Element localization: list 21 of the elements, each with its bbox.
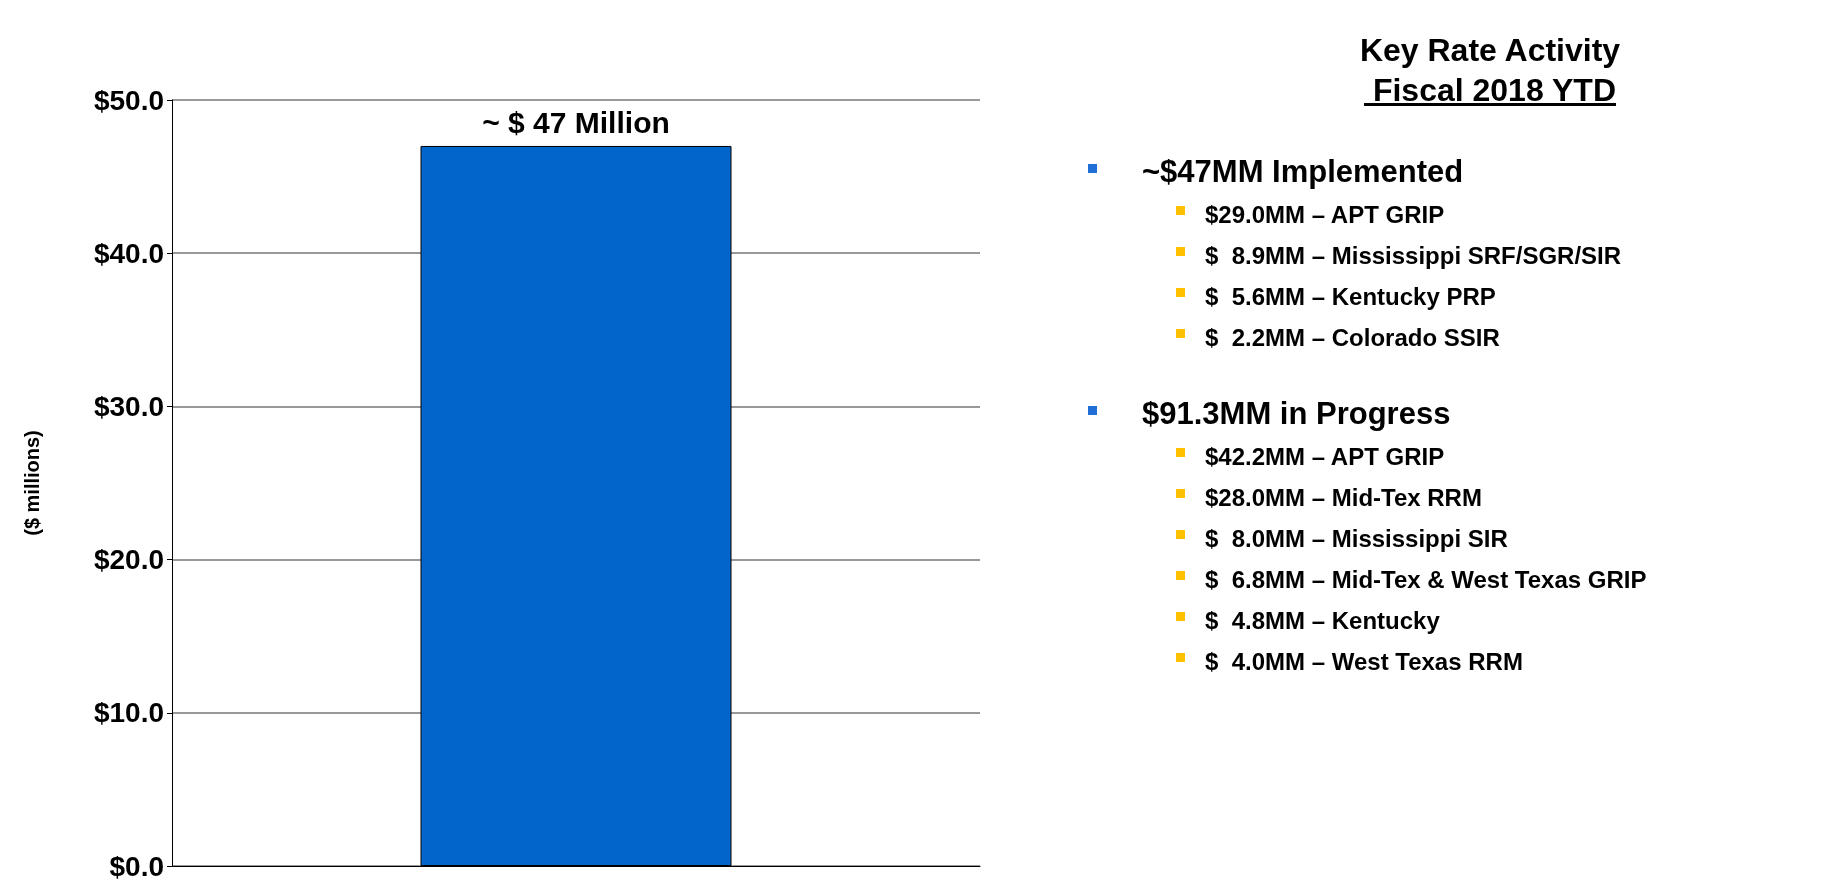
text: $ 6.8MM – Mid-Tex & West Texas GRIP bbox=[1204, 565, 1648, 595]
text: $ 8.0MM – Mississippi SIR bbox=[1204, 524, 1509, 554]
text: $ 5.6MM – Kentucky PRP bbox=[1204, 282, 1497, 312]
y-axis-title: ($ millions) bbox=[21, 430, 43, 536]
y-tick-label: $30.0 bbox=[93, 390, 164, 422]
text: $29.0MM – APT GRIP bbox=[1204, 200, 1446, 230]
text: $28.0MM – Mid-Tex RRM bbox=[1204, 483, 1483, 513]
text: $91.3MM in Progress bbox=[1141, 395, 1452, 433]
y-tick-label: $10.0 bbox=[93, 697, 164, 729]
text: $ 2.2MM – Colorado SSIR bbox=[1204, 323, 1501, 353]
y-tick-label: $40.0 bbox=[93, 237, 164, 269]
text: $ 8.9MM – Mississippi SRF/SGR/SIR bbox=[1204, 241, 1623, 271]
text: ~$47MM Implemented bbox=[1141, 153, 1465, 191]
text: $ 4.8MM – Kentucky bbox=[1204, 606, 1441, 636]
y-tick-label: $0.0 bbox=[109, 850, 164, 881]
text: Key Rate Activity Fiscal 2018 YTD bbox=[1358, 31, 1622, 110]
y-tick-label: $20.0 bbox=[93, 544, 164, 576]
text: $ 4.0MM – West Texas RRM bbox=[1204, 647, 1524, 677]
y-tick-label: $50.0 bbox=[93, 84, 164, 116]
text: $42.2MM – APT GRIP bbox=[1204, 442, 1446, 472]
data-label: ~ $ 47 Million bbox=[482, 106, 670, 140]
